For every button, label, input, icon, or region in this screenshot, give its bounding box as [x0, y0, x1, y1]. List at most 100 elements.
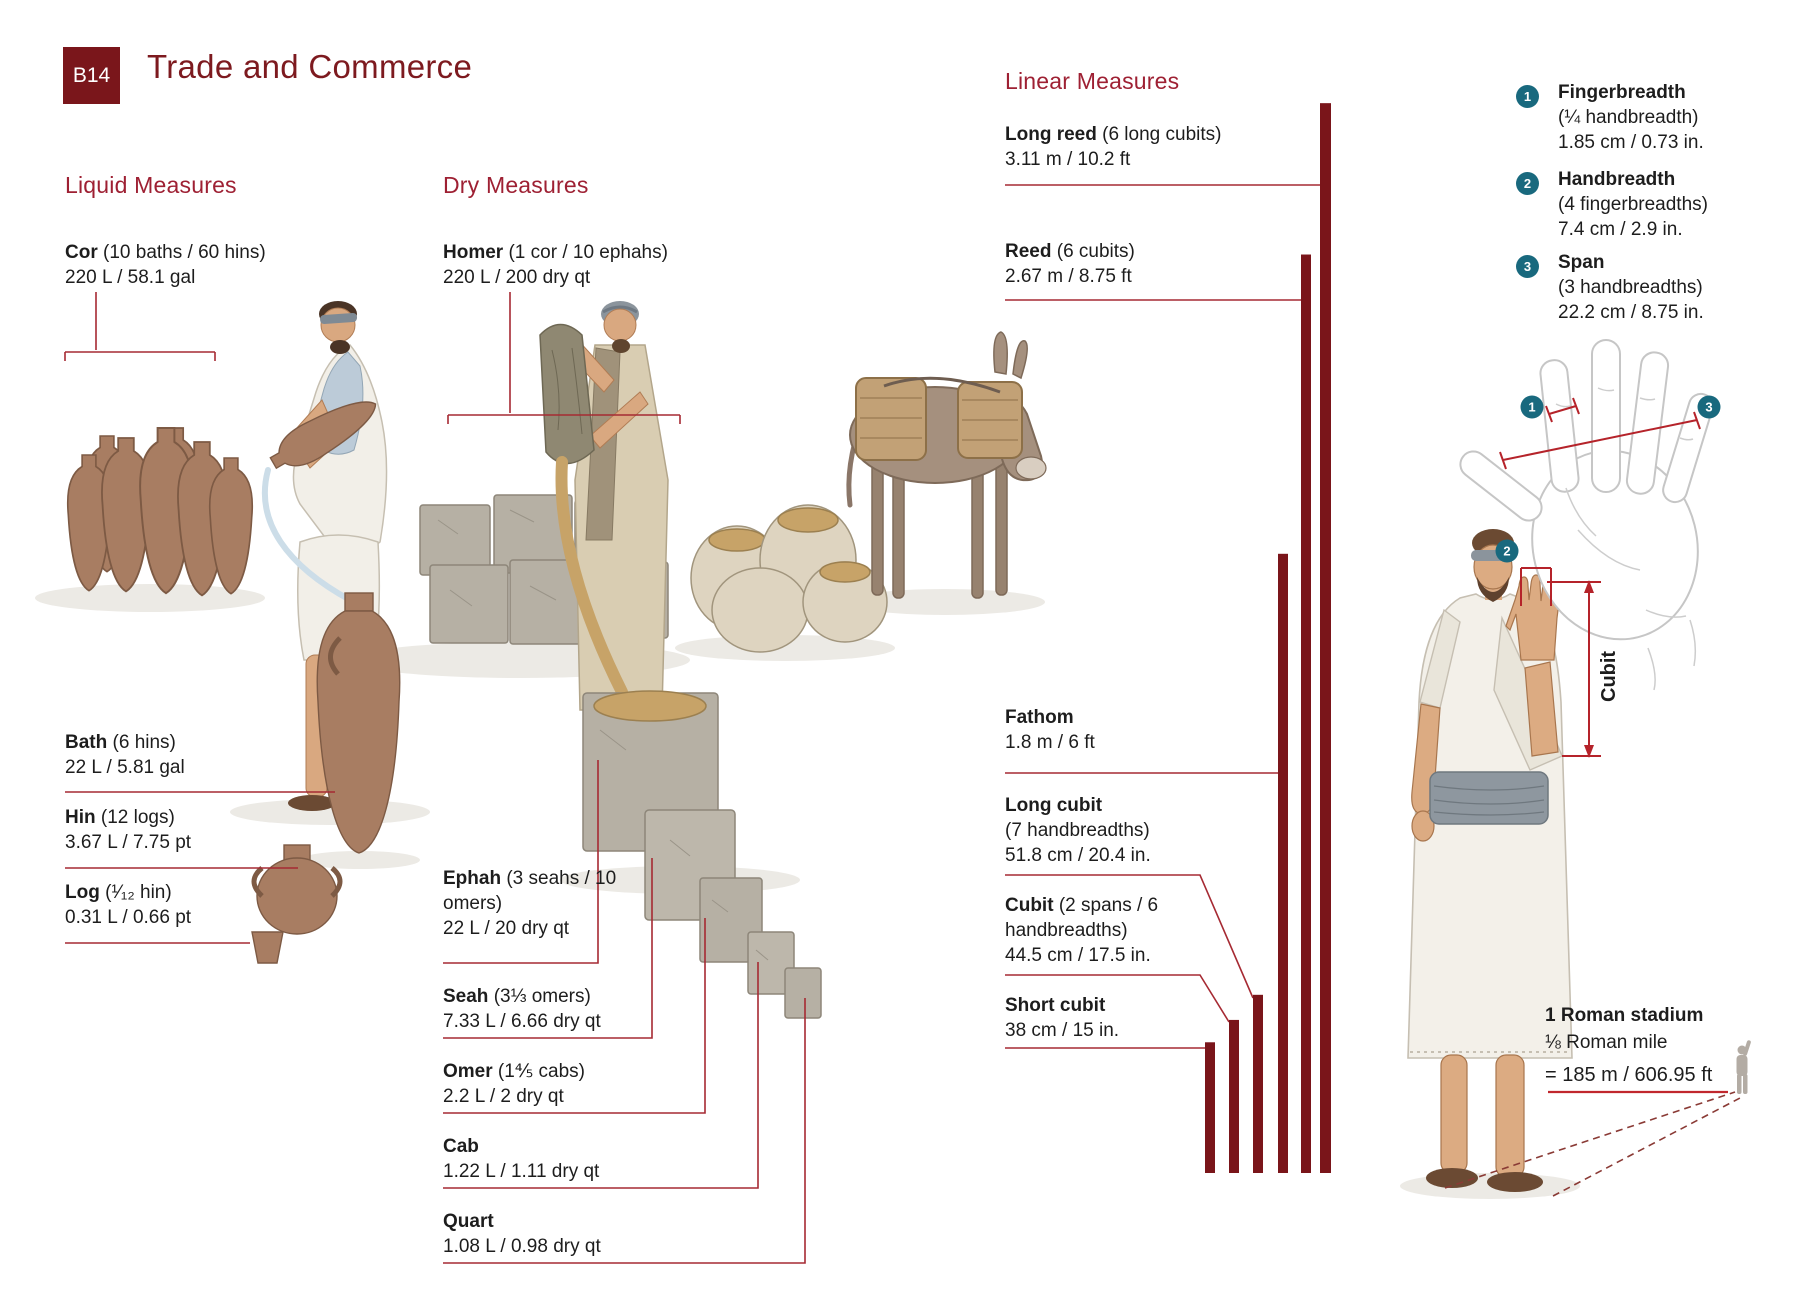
leader-lines: [64, 184, 1320, 1264]
bar-cubit: [1229, 1019, 1239, 1173]
measure-name: Omer: [443, 1061, 493, 1082]
cor-jars-illustration: [66, 427, 254, 597]
measure-name: Fathom: [1005, 707, 1074, 728]
diagram-markers: 1 3 2: [1495, 395, 1721, 563]
stadium-dashed-lines: [1444, 1091, 1741, 1197]
measure-detail: (4 fingerbreadths): [1558, 194, 1708, 215]
legend-item-span: Span (3 handbreadths) 22.2 cm / 8.75 in.: [1558, 250, 1768, 325]
measure-name: Short cubit: [1005, 995, 1106, 1016]
measure-name: Fingerbreadth: [1558, 82, 1686, 103]
measure-value: 22 L / 5.81 gal: [65, 757, 185, 778]
measure-item-long-reed: Long reed (6 long cubits) 3.11 m / 10.2 …: [1005, 122, 1221, 172]
measure-name: Long reed: [1005, 124, 1097, 145]
marker-1: 1: [1528, 400, 1535, 415]
log-cup-illustration: [251, 931, 284, 964]
leader-seah: [443, 858, 653, 1039]
stadium-fraction: ⅛ Roman mile: [1545, 1032, 1668, 1053]
measure-value: 220 L / 58.1 gal: [65, 267, 196, 288]
linear-measure-bars: [1205, 103, 1331, 1173]
measure-item-short-cubit: Short cubit 38 cm / 15 in.: [1005, 993, 1119, 1043]
measure-name: Cor: [65, 242, 98, 263]
marker-3: 3: [1705, 400, 1712, 415]
hin-jar-illustration: [251, 844, 343, 935]
measure-item-hin: Hin (12 logs) 3.67 L / 7.75 pt: [65, 805, 191, 855]
bar-long-reed: [1320, 103, 1331, 1173]
legend-marker-2: 2: [1516, 172, 1539, 195]
leader-cubit: [1005, 974, 1230, 1023]
bar-long-cubit: [1253, 994, 1263, 1173]
measure-name: Homer: [443, 242, 504, 263]
measure-value: 3.11 m / 10.2 ft: [1005, 149, 1131, 170]
measure-item-homer: Homer (1 cor / 10 ephahs) 220 L / 200 dr…: [443, 240, 668, 290]
measure-name: Span: [1558, 252, 1605, 273]
measure-name: Long cubit: [1005, 795, 1103, 816]
measure-value: 0.31 L / 0.66 pt: [65, 907, 192, 928]
measure-detail: (3⅓ omers): [493, 986, 591, 1007]
measure-value: 220 L / 200 dry qt: [443, 267, 591, 288]
measure-name: Seah: [443, 986, 489, 1007]
measure-item-cab: Cab 1.22 L / 1.11 dry qt: [443, 1134, 599, 1184]
liquid-measures-heading: Liquid Measures: [65, 172, 237, 198]
measure-detail: (¼ handbreadth): [1558, 107, 1699, 128]
grain-pouring-man-illustration: [539, 301, 669, 711]
leader-long-cubit: [1005, 874, 1254, 999]
measure-item-seah: Seah (3⅓ omers) 7.33 L / 6.66 dry qt: [443, 984, 601, 1034]
measure-item-cubit: Cubit (2 spans / 6 handbreadths) 44.5 cm…: [1005, 893, 1173, 968]
measure-detail: (10 baths / 60 hins): [103, 242, 266, 263]
roman-stadium-graphic: [1444, 1040, 1751, 1197]
measure-value: 2.2 L / 2 dry qt: [443, 1086, 564, 1107]
legend-marker-3: 3: [1516, 255, 1539, 278]
measure-value: 38 cm / 15 in.: [1005, 1020, 1120, 1041]
measure-value: 1.08 L / 0.98 dry qt: [443, 1236, 601, 1257]
measure-name: Handbreadth: [1558, 169, 1676, 190]
measure-detail: (1⅘ cabs): [497, 1061, 585, 1082]
measure-name: Bath: [65, 732, 108, 753]
dry-measures-heading: Dry Measures: [443, 172, 589, 198]
page-code-badge: B14: [63, 47, 120, 104]
measure-item-long-cubit: Long cubit (7 handbreadths) 51.8 cm / 20…: [1005, 793, 1151, 868]
measure-item-ephah: Ephah (3 seahs / 10 omers) 22 L / 20 dry…: [443, 866, 618, 941]
leader-homer-bracket: [447, 292, 681, 424]
handbreadth-measure-line: [1520, 567, 1552, 606]
measure-value: 22.2 cm / 8.75 in.: [1558, 302, 1704, 323]
measure-name: Ephah: [443, 868, 502, 889]
measure-value: 1.85 cm / 0.73 in.: [1558, 132, 1704, 153]
measure-name: Log: [65, 882, 100, 903]
measure-value: 7.33 L / 6.66 dry qt: [443, 1011, 601, 1032]
fingerbreadth-measure-line: [1545, 397, 1580, 423]
linear-measures-heading: Linear Measures: [1005, 68, 1180, 94]
measure-value: 22 L / 20 dry qt: [443, 918, 570, 939]
page-title: Trade and Commerce: [147, 48, 473, 85]
leader-cor-bracket: [64, 292, 216, 361]
measure-name: Hin: [65, 807, 96, 828]
measure-item-reed: Reed (6 cubits) 2.67 m / 8.75 ft: [1005, 239, 1135, 289]
measure-detail: (6 long cubits): [1102, 124, 1222, 145]
leader-cab: [443, 962, 759, 1189]
leader-omer: [443, 918, 706, 1114]
measure-detail: (3 seahs / 10 omers): [443, 868, 617, 914]
measure-value: 44.5 cm / 17.5 in.: [1005, 945, 1151, 966]
bar-short-cubit: [1205, 1042, 1215, 1173]
stadium-value: = 185 m / 606.95 ft: [1545, 1064, 1713, 1086]
measure-value: 2.67 m / 8.75 ft: [1005, 266, 1132, 287]
measure-value: 51.8 cm / 20.4 in.: [1005, 845, 1151, 866]
measure-value: 1.8 m / 6 ft: [1005, 732, 1095, 753]
measure-item-quart: Quart 1.08 L / 0.98 dry qt: [443, 1209, 601, 1259]
measure-item-omer: Omer (1⅘ cabs) 2.2 L / 2 dry qt: [443, 1059, 585, 1109]
measure-item-bath: Bath (6 hins) 22 L / 5.81 gal: [65, 730, 185, 780]
measure-value: 1.22 L / 1.11 dry qt: [443, 1161, 600, 1182]
measure-item-log: Log (¹⁄₁₂ hin) 0.31 L / 0.66 pt: [65, 880, 191, 930]
bath-jar-illustration: [316, 592, 401, 854]
measure-value: 7.4 cm / 2.9 in.: [1558, 219, 1683, 240]
cubit-arrowheads: [1584, 580, 1594, 758]
measure-item-cor: Cor (10 baths / 60 hins) 220 L / 58.1 ga…: [65, 240, 266, 290]
measure-detail: (¹⁄₁₂ hin): [105, 882, 172, 903]
cubit-man-illustration: [1407, 529, 1573, 1192]
cubit-arrow-ticks: [1547, 581, 1601, 757]
measure-name: Cab: [443, 1136, 479, 1157]
measure-name: Quart: [443, 1211, 494, 1232]
dry-measure-boxes-illustration: [582, 690, 822, 1019]
measure-detail: (6 hins): [112, 732, 176, 753]
